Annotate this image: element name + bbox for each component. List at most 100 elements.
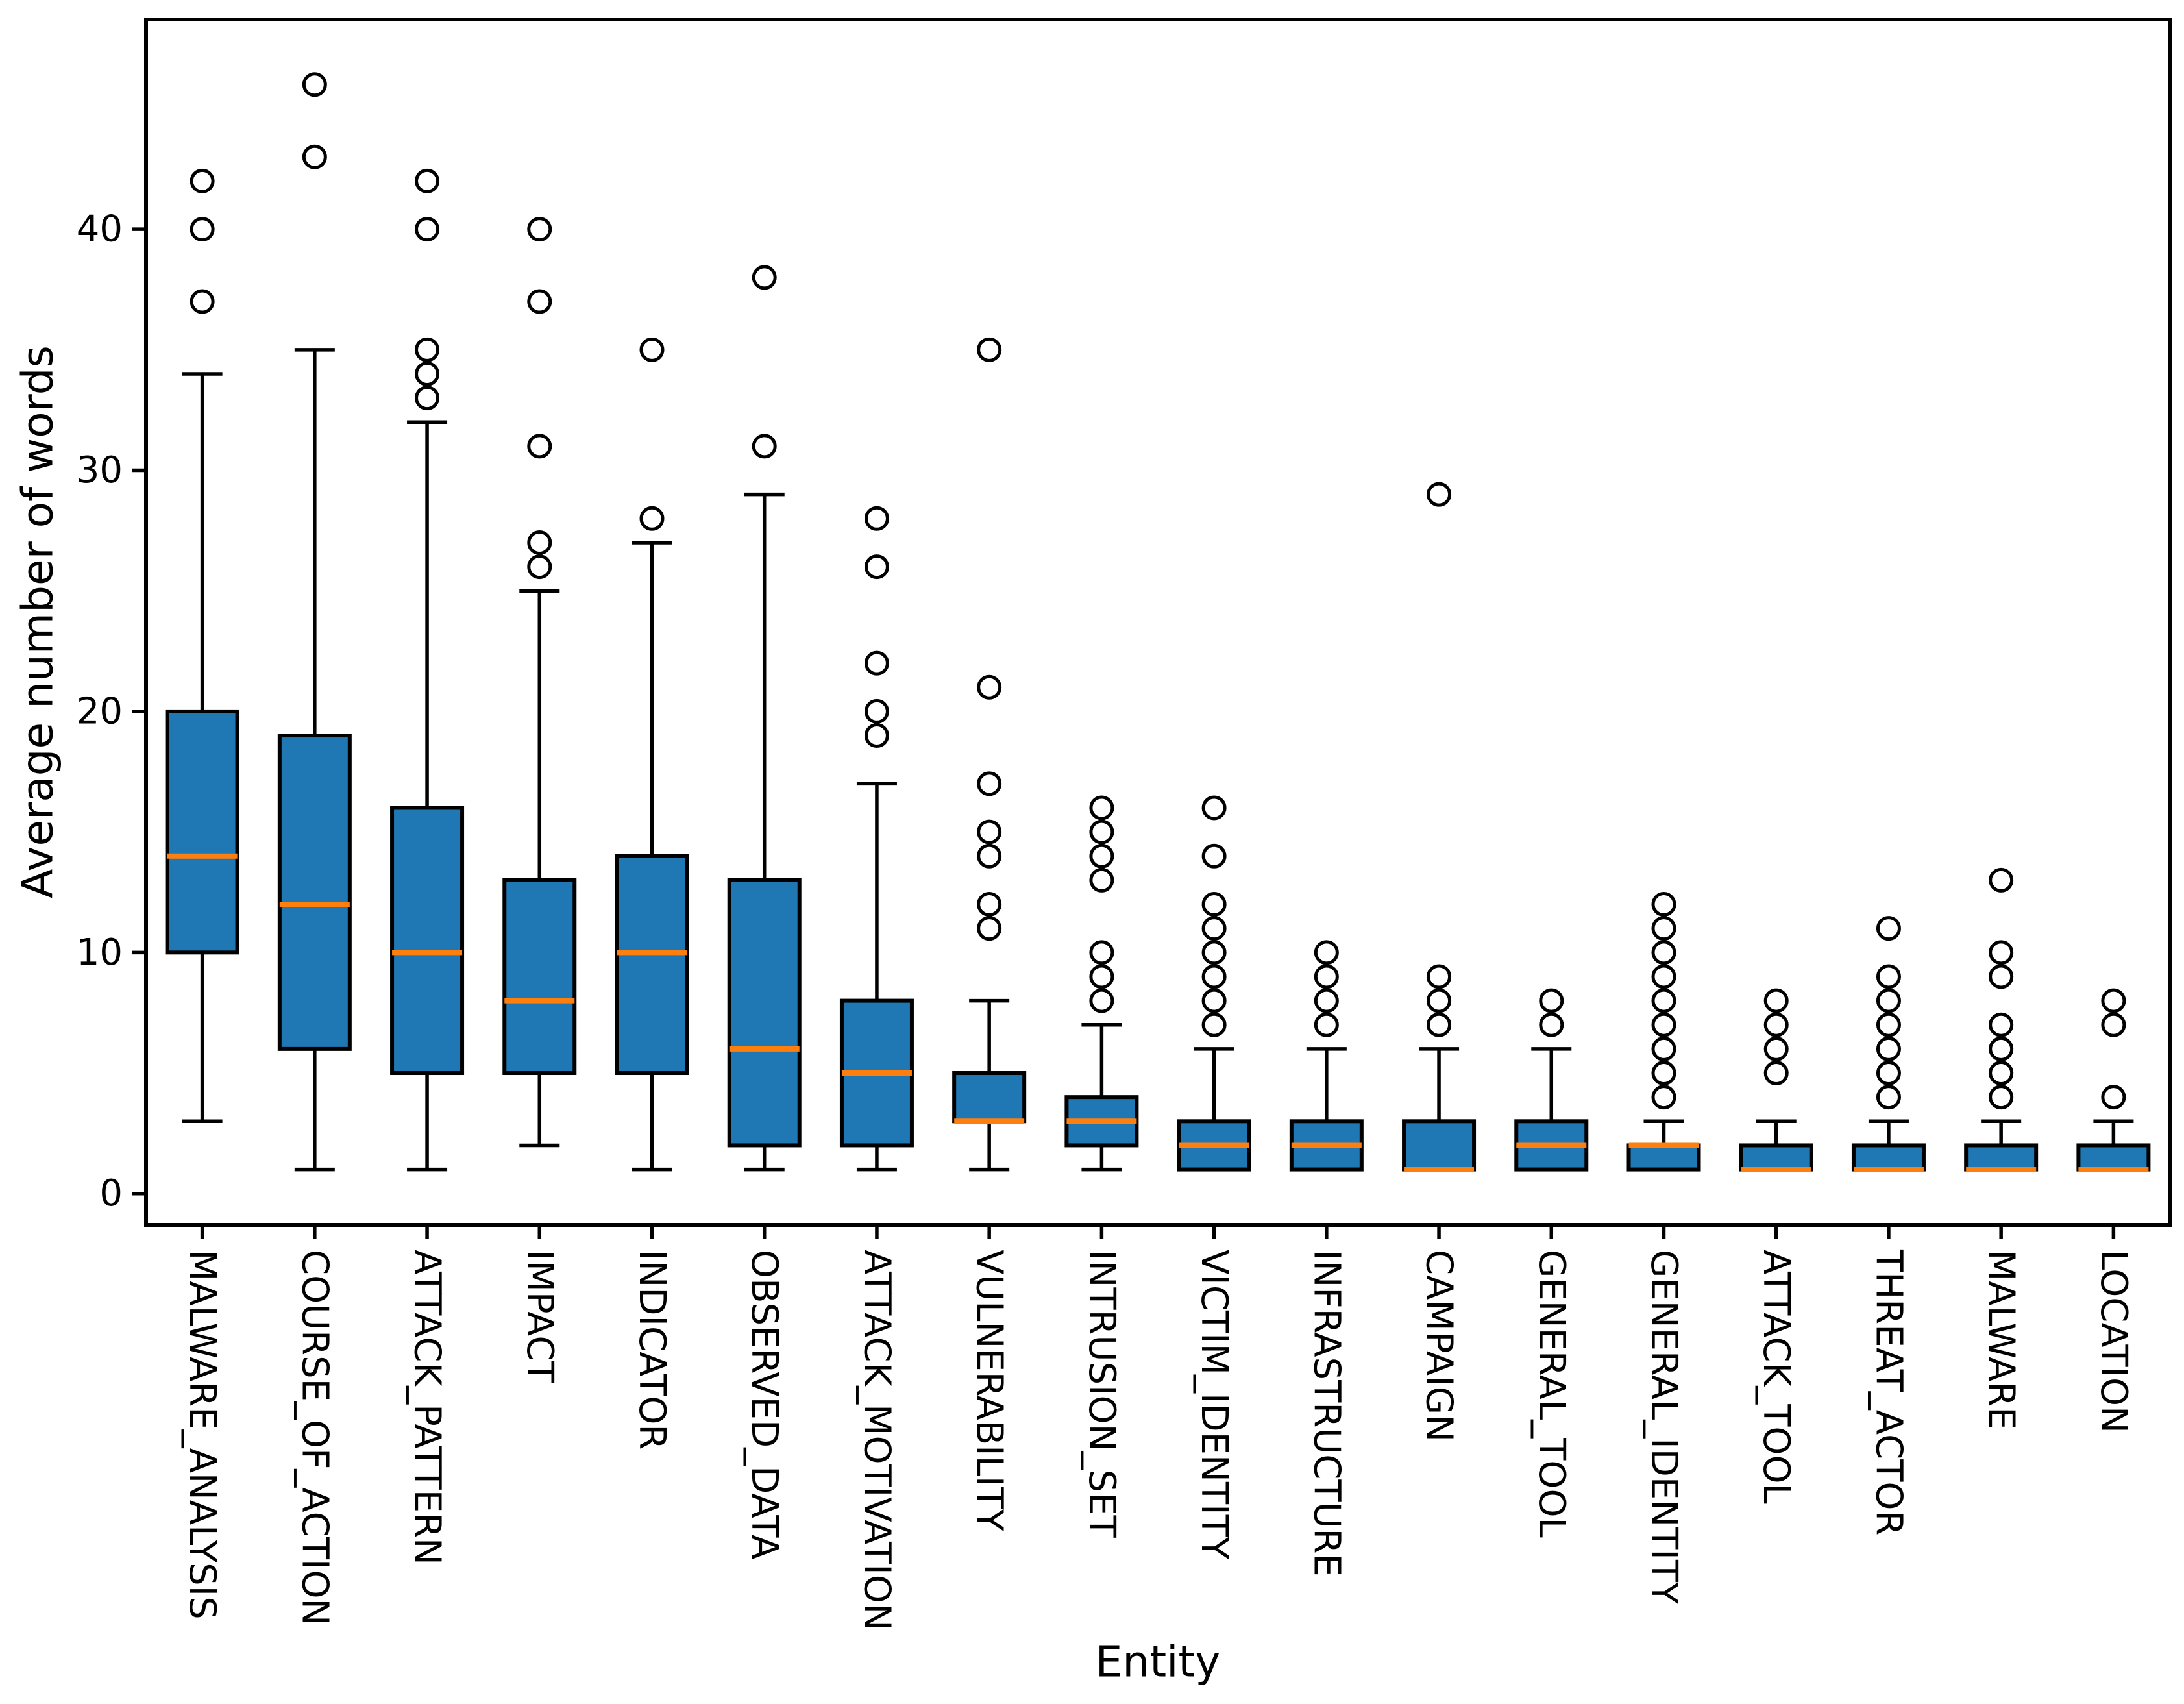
outlier-circle <box>415 337 440 362</box>
x-tick-label: COURSE_OF_ACTION <box>293 1250 336 1625</box>
outlier-circle <box>415 168 440 193</box>
x-tick-label: LOCATION <box>2092 1250 2135 1433</box>
outlier-circle <box>1089 819 1114 845</box>
box-victim-identity <box>1177 795 1251 1172</box>
box-rect <box>1851 1143 1926 1172</box>
outlier-circle <box>1089 867 1114 893</box>
outlier-circle <box>1201 795 1227 821</box>
x-tick-label: MALWARE_ANALYSIS <box>181 1250 223 1620</box>
outlier-circle <box>1763 1012 1789 1037</box>
x-axis-label: Entity <box>1096 1637 1221 1687</box>
box-location <box>2076 988 2151 1172</box>
box-infrastructure <box>1289 940 1364 1172</box>
outlier-circle <box>1989 1085 2014 1110</box>
x-tick-label: INTRUSION_SET <box>1081 1250 1123 1538</box>
box-course-of-action <box>277 72 352 1172</box>
x-tick-label: ATTACK_TOOL <box>1755 1250 1797 1504</box>
outlier-circle <box>527 289 552 314</box>
outlier-circle <box>190 217 215 242</box>
x-tick-label: THREAT_ACTOR <box>1867 1249 1909 1535</box>
outlier-circle <box>864 723 889 748</box>
outlier-circle <box>1314 988 1339 1013</box>
box-rect <box>165 709 239 955</box>
outlier-circle <box>1989 1036 2014 1061</box>
outlier-circle <box>1089 940 1114 965</box>
outlier-circle <box>527 217 552 242</box>
outlier-circle <box>1989 964 2014 989</box>
outlier-circle <box>1539 1012 1564 1037</box>
y-tick-label: 0 <box>99 1172 123 1215</box>
box-rect <box>502 878 577 1076</box>
x-tick-label: ATTACK_MOTIVATION <box>855 1250 898 1631</box>
x-tick-label: GENERAL_TOOL <box>1530 1250 1573 1538</box>
x-tick-label: VICTIM_IDENTITY <box>1193 1250 1235 1560</box>
outlier-circle <box>1876 1036 1901 1061</box>
outlier-circle <box>1876 988 1901 1013</box>
outlier-circle <box>1089 988 1114 1013</box>
outlier-circle <box>1427 1012 1452 1037</box>
outlier-circle <box>1201 940 1227 965</box>
y-tick-label: 20 <box>77 690 123 732</box>
outlier-circle <box>1089 843 1114 869</box>
outlier-circle <box>1089 964 1114 989</box>
outlier-circle <box>1989 940 2014 965</box>
box-attack-motivation <box>839 506 914 1172</box>
outlier-circle <box>1651 988 1676 1013</box>
outlier-circle <box>1201 916 1227 941</box>
outlier-circle <box>1651 1012 1676 1037</box>
outlier-circle <box>1651 1061 1676 1086</box>
outlier-circle <box>977 843 1002 869</box>
box-vulnerability <box>952 337 1027 1172</box>
outlier-circle <box>1989 1061 2014 1086</box>
outlier-circle <box>1989 1012 2014 1037</box>
outlier-circle <box>2101 1012 2126 1037</box>
outlier-circle <box>2101 1085 2126 1110</box>
outlier-circle <box>752 434 777 459</box>
x-tick-label: MALWARE <box>1980 1250 2022 1430</box>
box-threat-actor <box>1851 916 1926 1172</box>
outlier-circle <box>864 506 889 531</box>
outlier-circle <box>1427 964 1452 989</box>
outlier-circle <box>527 554 552 580</box>
box-general-identity <box>1626 892 1701 1172</box>
y-tick-label: 40 <box>77 208 123 251</box>
outlier-circle <box>415 217 440 242</box>
outlier-circle <box>1876 964 1901 989</box>
outlier-circle <box>639 337 665 362</box>
outlier-circle <box>1763 988 1789 1013</box>
x-tick-label: CAMPAIGN <box>1418 1250 1460 1442</box>
plot-area: 0 10 20 30 40 MALWARE_ANALYSIS COURSE_OF_ACTIO… <box>77 18 2172 1631</box>
outlier-circle <box>1876 916 1901 941</box>
x-axis: MALWARE_ANALYSIS COURSE_OF_ACTION ATTACK_P… <box>181 1225 2135 1631</box>
outlier-circle <box>527 530 552 555</box>
outlier-circle <box>1427 482 1452 507</box>
outlier-circle <box>1651 916 1676 941</box>
outlier-circle <box>1314 964 1339 989</box>
outlier-circle <box>415 386 440 411</box>
outlier-circle <box>1989 867 2014 893</box>
x-tick-label: OBSERVED_DATA <box>743 1250 785 1559</box>
outlier-circle <box>977 674 1002 700</box>
box-rect <box>727 878 802 1148</box>
outlier-circle <box>1876 1085 1901 1110</box>
box-rect <box>1739 1143 1813 1172</box>
outlier-circle <box>639 506 665 531</box>
outlier-circle <box>1651 1036 1676 1061</box>
outlier-circle <box>2101 988 2126 1013</box>
x-tick-label: INDICATOR <box>631 1250 673 1450</box>
outlier-circle <box>1763 1036 1789 1061</box>
box-rect <box>615 854 689 1076</box>
outlier-circle <box>1651 1085 1676 1110</box>
outlier-circle <box>1876 1012 1901 1037</box>
outlier-circle <box>1201 843 1227 869</box>
x-tick-label: IMPACT <box>519 1250 561 1383</box>
box-observed-data <box>727 265 802 1172</box>
y-axis-label: Average number of words <box>13 345 63 898</box>
box-attack-pattern <box>390 168 465 1172</box>
box-indicator <box>615 337 689 1172</box>
x-tick-label: INFRASTRUCTURE <box>1305 1250 1347 1577</box>
plot-frame <box>144 18 2172 1227</box>
outlier-circle <box>1201 964 1227 989</box>
